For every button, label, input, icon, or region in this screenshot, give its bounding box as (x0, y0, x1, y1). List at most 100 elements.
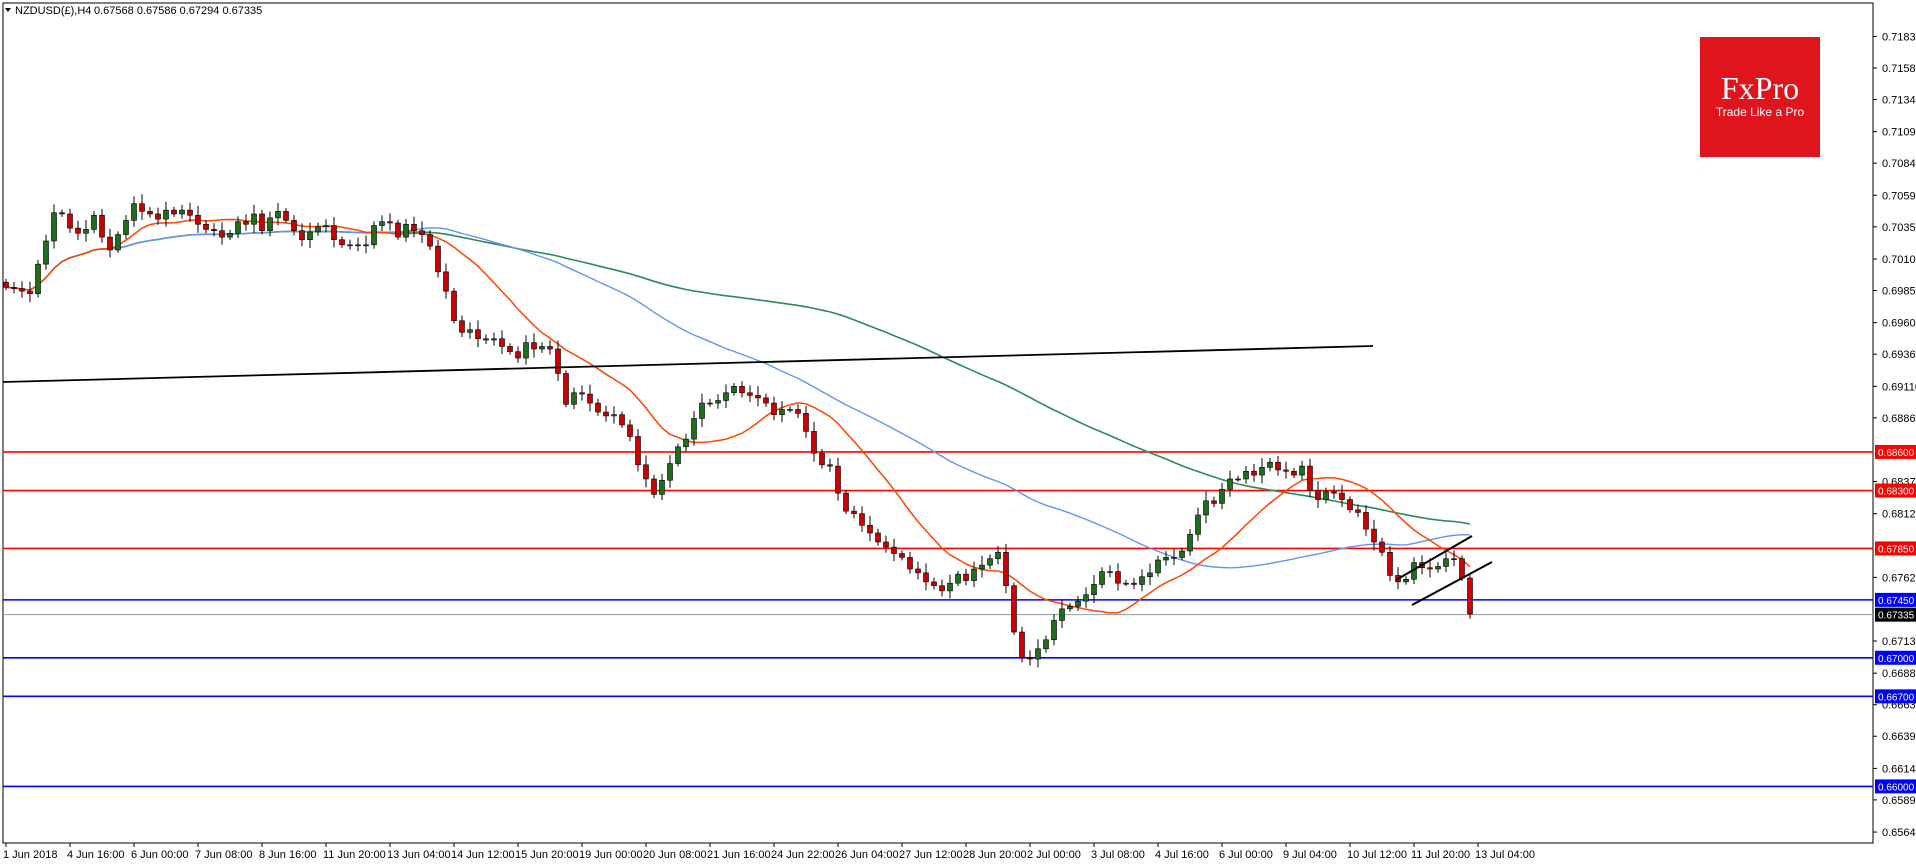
candle-body (1147, 572, 1153, 578)
candle-body (259, 213, 265, 231)
candle-body (803, 413, 809, 432)
y-tick-label: 0.70845 (1882, 158, 1916, 170)
candle-body (1187, 533, 1193, 552)
x-tick-label: 11 Jun 20:00 (323, 849, 386, 861)
candle-body (1163, 557, 1169, 561)
x-tick-label: 19 Jun 00:00 (579, 849, 643, 861)
candle-body (251, 213, 257, 225)
candle-body (747, 392, 753, 396)
candle-body (1219, 488, 1225, 504)
candle-body (1283, 469, 1289, 472)
candle-body (763, 397, 769, 404)
candle-body (363, 244, 369, 247)
candle-body (811, 431, 817, 454)
candle-body (395, 222, 401, 238)
fxpro-logo: FxPro Trade Like a Pro (1700, 37, 1820, 157)
candle-body (195, 214, 201, 225)
candle-body (1267, 461, 1273, 468)
candle-body (1467, 577, 1473, 615)
candle-body (699, 402, 705, 419)
candle-body (1363, 512, 1369, 530)
candle-body (331, 225, 337, 240)
candle-body (1235, 478, 1241, 481)
candle-body (843, 492, 849, 512)
candle-body (1123, 582, 1129, 585)
candle-body (715, 400, 721, 404)
candle-body (171, 209, 177, 215)
candle-body (131, 203, 137, 221)
candle-body (1403, 578, 1409, 583)
x-tick-label: 28 Jun 20:00 (963, 849, 1027, 861)
ma-mid-line (5, 227, 1471, 569)
level-tag (1875, 650, 1916, 665)
candle-body (955, 573, 961, 584)
candle-body (859, 513, 865, 526)
candle-body (939, 585, 945, 592)
current-price-tag (1875, 607, 1916, 622)
candle-body (43, 240, 49, 265)
candle-body (59, 212, 65, 215)
x-tick-label: 24 Jun 22:00 (771, 849, 835, 861)
x-tick-label: 13 Jul 04:00 (1475, 849, 1535, 861)
level-tag-label: 0.68300 (1878, 487, 1915, 498)
candle-body (315, 226, 321, 233)
candle-body (387, 221, 393, 224)
candle-body (67, 213, 73, 229)
candle-body (923, 572, 929, 583)
candle-body (627, 424, 633, 437)
level-tag-label: 0.67850 (1878, 544, 1915, 555)
candle-body (371, 225, 377, 246)
candle-body (667, 463, 673, 481)
candle-body (507, 346, 513, 352)
chart-header: NZDUSD(£),H4 0.67568 0.67586 0.67294 0.6… (5, 5, 262, 17)
candle-body (867, 524, 873, 534)
logo-tagline: Trade Like a Pro (1716, 105, 1805, 119)
dropdown-triangle-icon[interactable] (5, 8, 11, 12)
x-tick-label: 21 Jun 16:00 (707, 849, 771, 861)
candle-body (1131, 582, 1137, 585)
candle-body (1459, 558, 1465, 579)
candle-body (1059, 608, 1065, 621)
x-tick-label: 7 Jun 08:00 (195, 849, 253, 861)
level-tag (1875, 483, 1916, 498)
x-tick-label: 2 Jul 00:00 (1027, 849, 1081, 861)
candle-body (1251, 470, 1257, 476)
candle-body (443, 271, 449, 292)
candle-body (1099, 571, 1105, 585)
candle-body (587, 393, 593, 404)
candle-body (635, 436, 641, 466)
candle-body (531, 342, 537, 350)
candle-body (603, 411, 609, 417)
candle-body (227, 232, 233, 238)
candle-body (675, 446, 681, 464)
candle-body (1003, 551, 1009, 587)
candle-body (99, 214, 105, 238)
candle-body (267, 217, 273, 231)
y-tick-label: 0.69605 (1882, 318, 1916, 330)
quote-values: 0.67568 0.67586 0.67294 0.67335 (94, 5, 262, 17)
candle-body (659, 479, 665, 495)
candle-body (1331, 491, 1337, 494)
x-tick-label: 20 Jun 08:00 (643, 849, 707, 861)
y-tick-label: 0.70595 (1882, 190, 1916, 202)
candle-body (83, 229, 89, 234)
candle-body (755, 395, 761, 399)
candle-body (1155, 559, 1161, 574)
candle-body (379, 221, 385, 226)
x-tick-label: 6 Jun 00:00 (131, 849, 189, 861)
candle-body (427, 234, 433, 247)
candle-body (435, 245, 441, 273)
candle-body (795, 409, 801, 414)
candle-body (619, 414, 625, 426)
candle-body (643, 464, 649, 480)
candle-body (739, 386, 745, 394)
candle-body (283, 211, 289, 221)
candle-body (163, 209, 169, 220)
candle-body (995, 551, 1001, 560)
